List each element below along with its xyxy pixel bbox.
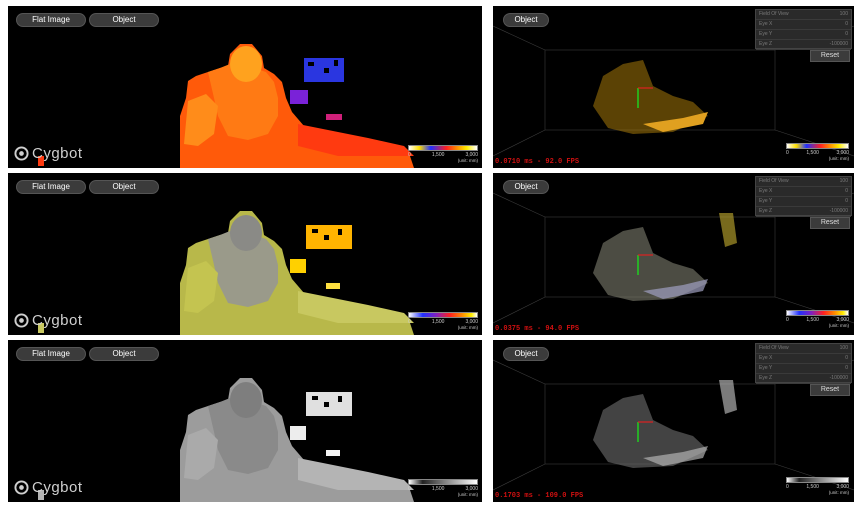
colorbar-tick: 3,000 xyxy=(465,152,478,158)
depth-colorbar: 0 1,500 3,000 (unit: mm) xyxy=(408,479,478,499)
fps-readout: 0.0710 ms - 92.0 FPS xyxy=(495,158,580,166)
cygbot-logo-icon xyxy=(14,480,29,495)
colorbar-tick: 3,000 xyxy=(836,317,849,323)
colorbar-tick: 1,500 xyxy=(431,319,445,325)
eye-y-label: Eye Y xyxy=(759,198,773,204)
fov-panel: Field Of View 100 Eye X 0 Eye Y 0 Eye Z -100… xyxy=(755,343,852,384)
colorbar-tick: 1,500 xyxy=(806,317,819,323)
colorbar-tick: 1,500 xyxy=(431,152,445,158)
depth-scene-yellow xyxy=(38,211,414,335)
reset-button[interactable]: Reset xyxy=(810,50,850,62)
colorbar-tick: 1,500 xyxy=(806,484,819,490)
cygbot-logo-icon xyxy=(14,313,29,328)
fov-label: Field Of View xyxy=(759,11,789,17)
flat-image-button[interactable]: Flat Image xyxy=(16,180,86,194)
colorbar-unit: (unit: mm) xyxy=(457,492,478,497)
eye-x-value[interactable]: 0 xyxy=(845,21,848,27)
object-button[interactable]: Object xyxy=(89,347,159,361)
object-button[interactable]: Object xyxy=(89,13,159,27)
colorbar-tick: 3,000 xyxy=(836,150,849,156)
eye-z-value[interactable]: -100000 xyxy=(829,375,848,381)
depth-colorbar: 0 1,500 3,000 (unit: mm) xyxy=(786,310,849,330)
reset-button[interactable]: Reset xyxy=(810,384,850,396)
eye-x-value[interactable]: 0 xyxy=(845,355,848,361)
colorbar-tick: 0 xyxy=(786,150,789,156)
colorbar-tick: 0 xyxy=(408,486,411,492)
fov-value[interactable]: 100 xyxy=(839,178,848,184)
cygbot-logo: Cygbot xyxy=(14,145,83,162)
colorbar-tick: 3,000 xyxy=(465,319,478,325)
eye-x-label: Eye X xyxy=(759,21,773,27)
colorbar-unit: (unit: mm) xyxy=(457,325,478,330)
point-cloud-view-yellow: Object Field Of View 100 Eye X 0 Eye Y 0 Ey… xyxy=(493,173,854,335)
object-button[interactable]: Object xyxy=(503,180,549,194)
colorbar-tick: 1,500 xyxy=(431,486,445,492)
fov-label: Field Of View xyxy=(759,178,789,184)
eye-x-label: Eye X xyxy=(759,188,773,194)
eye-y-value[interactable]: 0 xyxy=(845,365,848,371)
flat-image-button[interactable]: Flat Image xyxy=(16,347,86,361)
object-button[interactable]: Object xyxy=(503,13,549,27)
colorbar-unit: (unit: mm) xyxy=(457,158,478,163)
eye-z-label: Eye Z xyxy=(759,208,773,214)
cygbot-logo: Cygbot xyxy=(14,312,83,329)
eye-y-label: Eye Y xyxy=(759,365,773,371)
fps-readout: 0.0375 ms - 94.0 FPS xyxy=(495,325,580,333)
depth-colorbar: 0 1,500 3,000 (unit: mm) xyxy=(786,143,849,163)
cygbot-logo-icon xyxy=(14,146,29,161)
colorbar-tick: 0 xyxy=(786,484,789,490)
colorbar-tick: 0 xyxy=(408,152,411,158)
fps-readout: 0.1703 ms - 109.0 FPS xyxy=(495,492,584,500)
flat-image-button[interactable]: Flat Image xyxy=(16,13,86,27)
fov-panel: Field Of View 100 Eye X 0 Eye Y 0 Eye Z -100… xyxy=(755,176,852,217)
point-cloud-scene xyxy=(493,25,854,157)
flat-image-view-yellow: Flat Image Object Cygbot 0 1,500 3,000 (un… xyxy=(8,173,482,335)
eye-z-label: Eye Z xyxy=(759,375,773,381)
colorbar-tick: 0 xyxy=(786,317,789,323)
flat-image-view-heatmap: Flat Image Object Cygbot 0 1,500 3,000 (un… xyxy=(8,6,482,168)
eye-x-label: Eye X xyxy=(759,355,773,361)
point-cloud-view-gray: Object Field Of View 100 Eye X 0 Eye Y 0 Ey… xyxy=(493,340,854,502)
logo-text: Cygbot xyxy=(32,145,83,162)
eye-z-value[interactable]: -100000 xyxy=(829,41,848,47)
cygbot-logo: Cygbot xyxy=(14,479,83,496)
point-cloud-scene xyxy=(493,359,854,491)
eye-z-label: Eye Z xyxy=(759,41,773,47)
eye-z-value[interactable]: -100000 xyxy=(829,208,848,214)
point-cloud-view-heatmap: Object Field Of View 100 Eye X 0 Eye Y 0 Ey… xyxy=(493,6,854,168)
fov-label: Field Of View xyxy=(759,345,789,351)
depth-colorbar: 0 1,500 3,000 (unit: mm) xyxy=(408,312,478,332)
depth-colorbar: 0 1,500 3,000 (unit: mm) xyxy=(408,145,478,165)
eye-y-value[interactable]: 0 xyxy=(845,31,848,37)
fov-value[interactable]: 100 xyxy=(839,345,848,351)
object-button[interactable]: Object xyxy=(89,180,159,194)
colorbar-unit: (unit: mm) xyxy=(828,490,849,495)
depth-scene-heatmap xyxy=(38,44,414,168)
colorbar-tick: 3,000 xyxy=(836,484,849,490)
colorbar-unit: (unit: mm) xyxy=(828,156,849,161)
logo-text: Cygbot xyxy=(32,479,83,496)
depth-scene-gray xyxy=(38,378,414,502)
object-button[interactable]: Object xyxy=(503,347,549,361)
eye-x-value[interactable]: 0 xyxy=(845,188,848,194)
eye-y-value[interactable]: 0 xyxy=(845,198,848,204)
depth-colorbar: 0 1,500 3,000 (unit: mm) xyxy=(786,477,849,497)
reset-button[interactable]: Reset xyxy=(810,217,850,229)
colorbar-tick: 0 xyxy=(408,319,411,325)
colorbar-unit: (unit: mm) xyxy=(828,323,849,328)
fov-panel: Field Of View 100 Eye X 0 Eye Y 0 Eye Z -100… xyxy=(755,9,852,50)
flat-image-view-gray: Flat Image Object Cygbot 0 1,500 3,000 (un… xyxy=(8,340,482,502)
colorbar-tick: 3,000 xyxy=(465,486,478,492)
eye-y-label: Eye Y xyxy=(759,31,773,37)
colorbar-tick: 1,500 xyxy=(806,150,819,156)
fov-value[interactable]: 100 xyxy=(839,11,848,17)
logo-text: Cygbot xyxy=(32,312,83,329)
